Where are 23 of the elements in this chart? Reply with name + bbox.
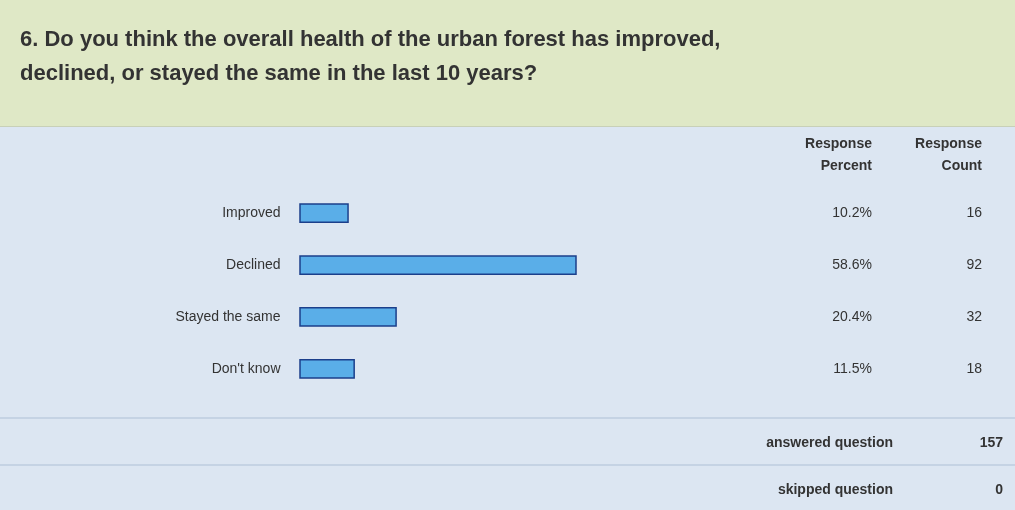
data-label: 10.2%	[832, 204, 872, 220]
y-tick-label: Stayed the same	[175, 307, 281, 324]
data-label: 11.5%	[833, 360, 872, 376]
y-tick-label: Declined	[226, 256, 281, 273]
chart-title: 6. Do you think the overall health of the urban forest has improved, declined, or stayed the same in the last 10 years?	[0, 0, 1015, 127]
bar	[299, 203, 349, 224]
data-label: 58.6%	[832, 256, 872, 272]
text: Response Count	[915, 135, 983, 173]
data-label: 20.4%	[832, 308, 872, 324]
text: 157	[978, 433, 1004, 450]
text: 0	[994, 480, 1004, 497]
y-tick-label: Improved	[222, 204, 281, 221]
text: skipped question	[777, 480, 893, 497]
text: 16	[966, 204, 983, 220]
y-tick-label: Don't know	[211, 359, 282, 376]
bar	[299, 307, 397, 327]
text: 18	[966, 360, 983, 376]
text: answered question	[766, 433, 893, 450]
bar	[299, 255, 577, 275]
text: Response Percent	[805, 135, 873, 173]
text: 92	[966, 256, 983, 272]
text: 32	[966, 308, 983, 324]
bar	[299, 358, 355, 379]
